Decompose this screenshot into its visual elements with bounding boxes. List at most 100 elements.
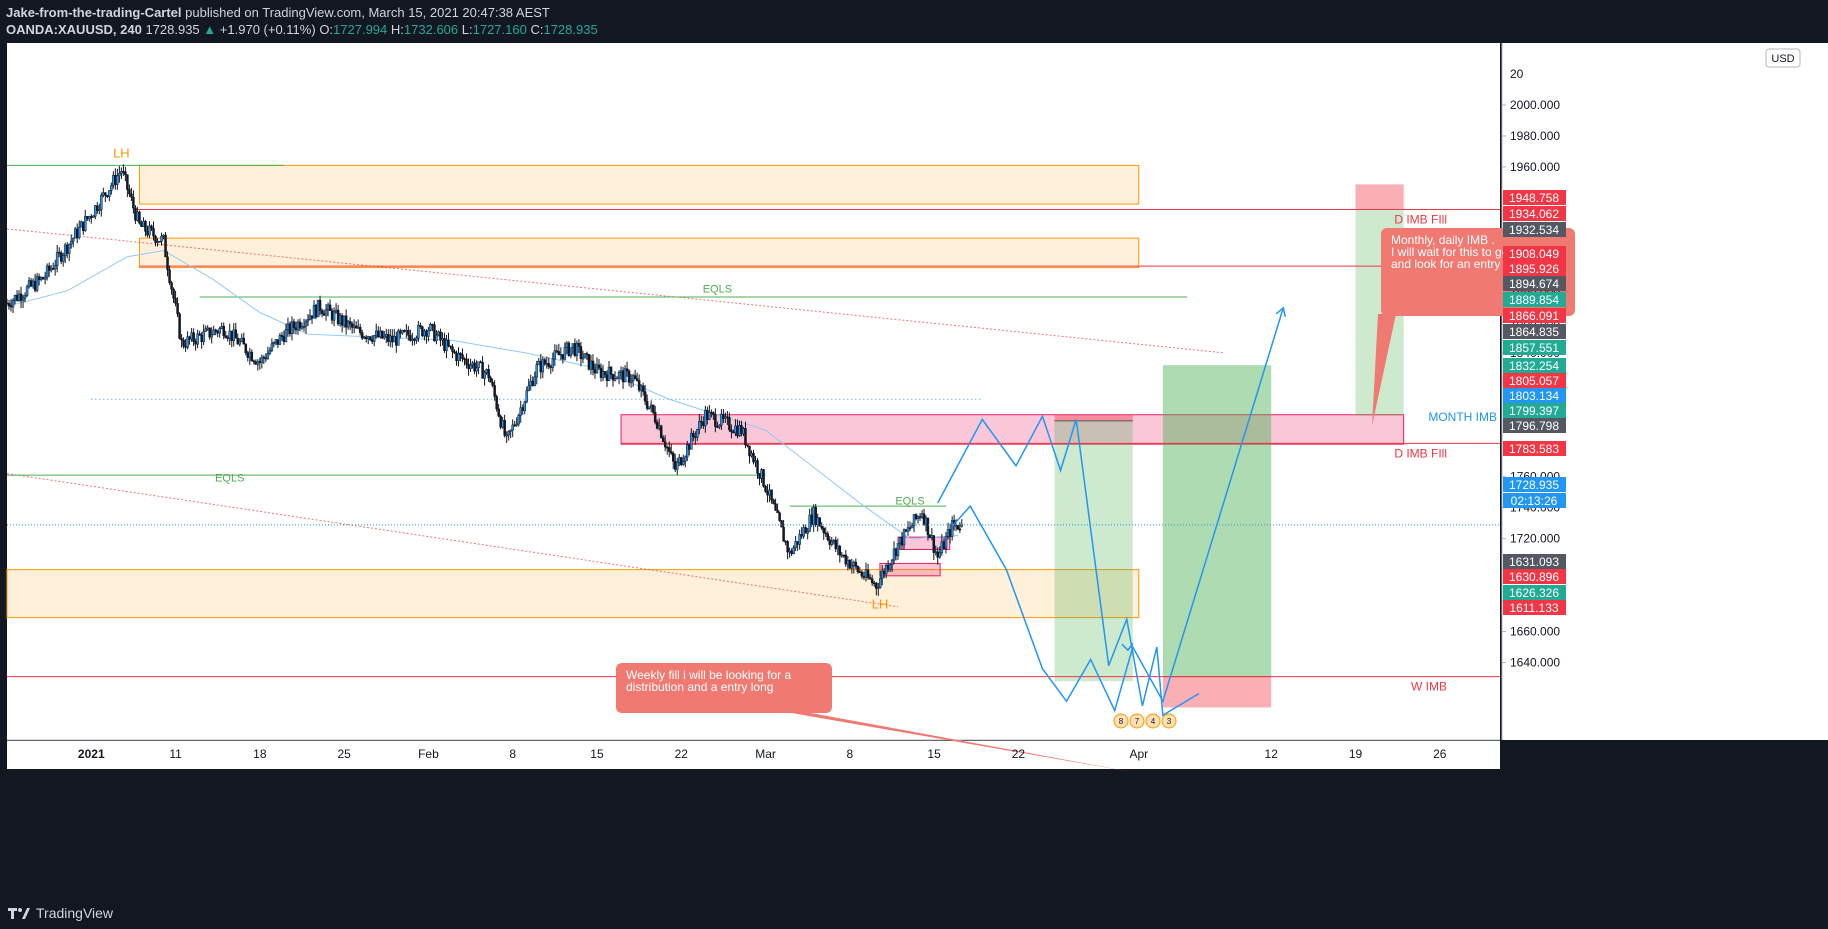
candle-47 — [100, 192, 103, 217]
candle-body-236 — [479, 361, 482, 364]
candle-body-81 — [168, 269, 171, 283]
candle-body-51 — [108, 190, 111, 197]
candle-body-23 — [51, 268, 55, 270]
low-value: 1727.160 — [472, 22, 527, 37]
candle-398 — [804, 524, 807, 534]
candle-71 — [148, 221, 151, 239]
candle-214 — [435, 330, 438, 345]
candle-254 — [515, 417, 518, 427]
candle-157 — [320, 308, 324, 318]
candle-body-101 — [208, 327, 211, 338]
candle-241 — [489, 375, 492, 383]
position-long-target — [1162, 365, 1272, 677]
candle-body-84 — [174, 297, 177, 304]
candle-body-9 — [23, 295, 27, 299]
candle-body-102 — [210, 334, 213, 338]
candle-39 — [84, 209, 87, 232]
weekly-orange-zone-2 — [138, 237, 1140, 269]
candle-body-224 — [455, 352, 458, 362]
candle-body-270 — [547, 363, 551, 367]
candle-body-415 — [838, 545, 842, 556]
candle-338 — [684, 455, 687, 468]
tradingview-logo[interactable]: TradingView — [8, 905, 113, 921]
candle-body-190 — [387, 334, 390, 342]
candle-274 — [555, 344, 559, 354]
candle-24 — [53, 259, 57, 276]
candle-280 — [567, 341, 571, 357]
candle-body-47 — [100, 194, 103, 210]
candle-body-5 — [15, 295, 19, 301]
candle-body-371 — [750, 452, 753, 457]
candle-267 — [541, 356, 545, 379]
candle-body-252 — [511, 424, 514, 431]
candle-body-219 — [445, 339, 448, 351]
x-tick-label-2: 18 — [253, 747, 267, 761]
currency-button[interactable] — [1765, 48, 1801, 68]
y-tick-label-top: 20 — [1510, 67, 1524, 81]
candle-body-248 — [503, 420, 506, 436]
candle-body-242 — [491, 381, 494, 386]
candle-body-226 — [459, 352, 462, 355]
candle-body-145 — [296, 321, 300, 331]
candle-body-251 — [509, 429, 512, 432]
candle-245 — [497, 404, 500, 418]
candle-body-156 — [318, 299, 322, 311]
price-tag-9 — [1503, 340, 1566, 355]
candle-342 — [692, 430, 695, 442]
candle-body-463 — [934, 551, 938, 553]
candle-122 — [250, 349, 254, 362]
candle-body-180 — [366, 336, 370, 340]
candle-body-295 — [597, 364, 601, 369]
candle-body-342 — [692, 433, 695, 437]
candle-465 — [938, 546, 942, 559]
candle-345 — [698, 413, 701, 435]
x-tick-label-11: 22 — [1012, 747, 1026, 761]
candle-body-134 — [274, 339, 278, 343]
candle-471 — [950, 516, 954, 541]
candle-body-183 — [372, 335, 376, 342]
candle-387 — [782, 520, 785, 542]
event-flag-icon-0[interactable] — [1113, 713, 1129, 729]
price-tag-4 — [1503, 261, 1566, 276]
candle-234 — [475, 360, 478, 377]
candle-body-296 — [599, 367, 603, 378]
event-flag-icon-1[interactable] — [1129, 713, 1145, 729]
event-flag-icon-2[interactable] — [1145, 713, 1161, 729]
candle-body-361 — [730, 429, 733, 433]
candle-314 — [635, 372, 639, 382]
candle-430 — [868, 573, 872, 580]
candle-body-322 — [651, 404, 655, 413]
x-tick-label-4: Feb — [418, 747, 439, 761]
candle-127 — [260, 354, 264, 369]
candle-body-125 — [256, 361, 260, 365]
price-tag-14 — [1503, 418, 1566, 433]
candle-body-332 — [671, 452, 675, 462]
candle-body-17 — [39, 277, 43, 280]
candle-318 — [643, 385, 647, 406]
candle-225 — [457, 347, 460, 367]
candle-109 — [224, 330, 227, 339]
candle-body-162 — [330, 310, 334, 321]
candle-9 — [23, 292, 27, 303]
x-tick-label-6: 15 — [590, 747, 604, 761]
candle-body-212 — [431, 324, 434, 326]
candle-body-197 — [401, 330, 404, 334]
candle-body-49 — [104, 192, 107, 196]
candle-body-33 — [71, 238, 75, 242]
candle-body-0 — [5, 302, 9, 305]
candle-444 — [896, 543, 900, 560]
symbol-label[interactable]: OANDA:XAUUSD, 240 — [6, 22, 142, 37]
candle-15 — [35, 272, 39, 293]
candle-49 — [104, 192, 107, 203]
author-name[interactable]: Jake-from-the-trading-Cartel — [6, 5, 182, 20]
candle-237 — [481, 356, 484, 379]
candle-body-290 — [587, 354, 591, 370]
event-flag-icon-3[interactable] — [1161, 713, 1177, 729]
candle-body-444 — [896, 543, 900, 557]
y-tick-label-11: 1960.000 — [1510, 160, 1560, 174]
callout-monthly-pointer — [1372, 314, 1396, 426]
footer-bar: TradingView — [0, 899, 1828, 929]
candle-body-397 — [802, 527, 805, 537]
candle-body-328 — [663, 441, 667, 448]
